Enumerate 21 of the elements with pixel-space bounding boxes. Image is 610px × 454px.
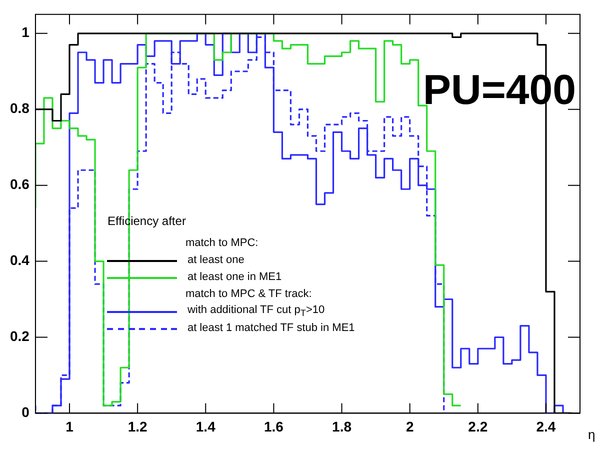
x-axis-title: η — [588, 427, 596, 442]
y-tick-label: 0 — [22, 404, 30, 420]
y-tick-label: 0.8 — [10, 100, 30, 116]
y-tick-label: 0.4 — [10, 252, 30, 268]
legend-label: with additional TF cut p$_{T}$>10 — [187, 302, 325, 320]
x-tick-label: 2.4 — [536, 418, 556, 434]
y-tick-label: 0.6 — [10, 176, 30, 192]
x-tick-label: 1.4 — [196, 418, 216, 434]
x-tick-label: 2 — [406, 418, 414, 434]
annotation: match to MPC & TF track: — [184, 287, 313, 302]
x-tick-label: 1.2 — [128, 418, 148, 434]
legend-label: at least one in ME1 — [187, 270, 282, 286]
x-tick-label: 2.2 — [468, 418, 488, 434]
x-tick-label: 1.8 — [332, 418, 352, 434]
y-tick-label: 0.2 — [10, 328, 30, 344]
legend-label: at least one — [187, 253, 244, 268]
x-tick-label: 1 — [66, 418, 74, 434]
y-tick-label: 1 — [22, 24, 30, 40]
annotation: match to MPC: — [184, 236, 260, 252]
legend-label: at least 1 matched TF stub in ME1 — [187, 321, 355, 336]
x-tick-label: 1.6 — [264, 418, 284, 434]
